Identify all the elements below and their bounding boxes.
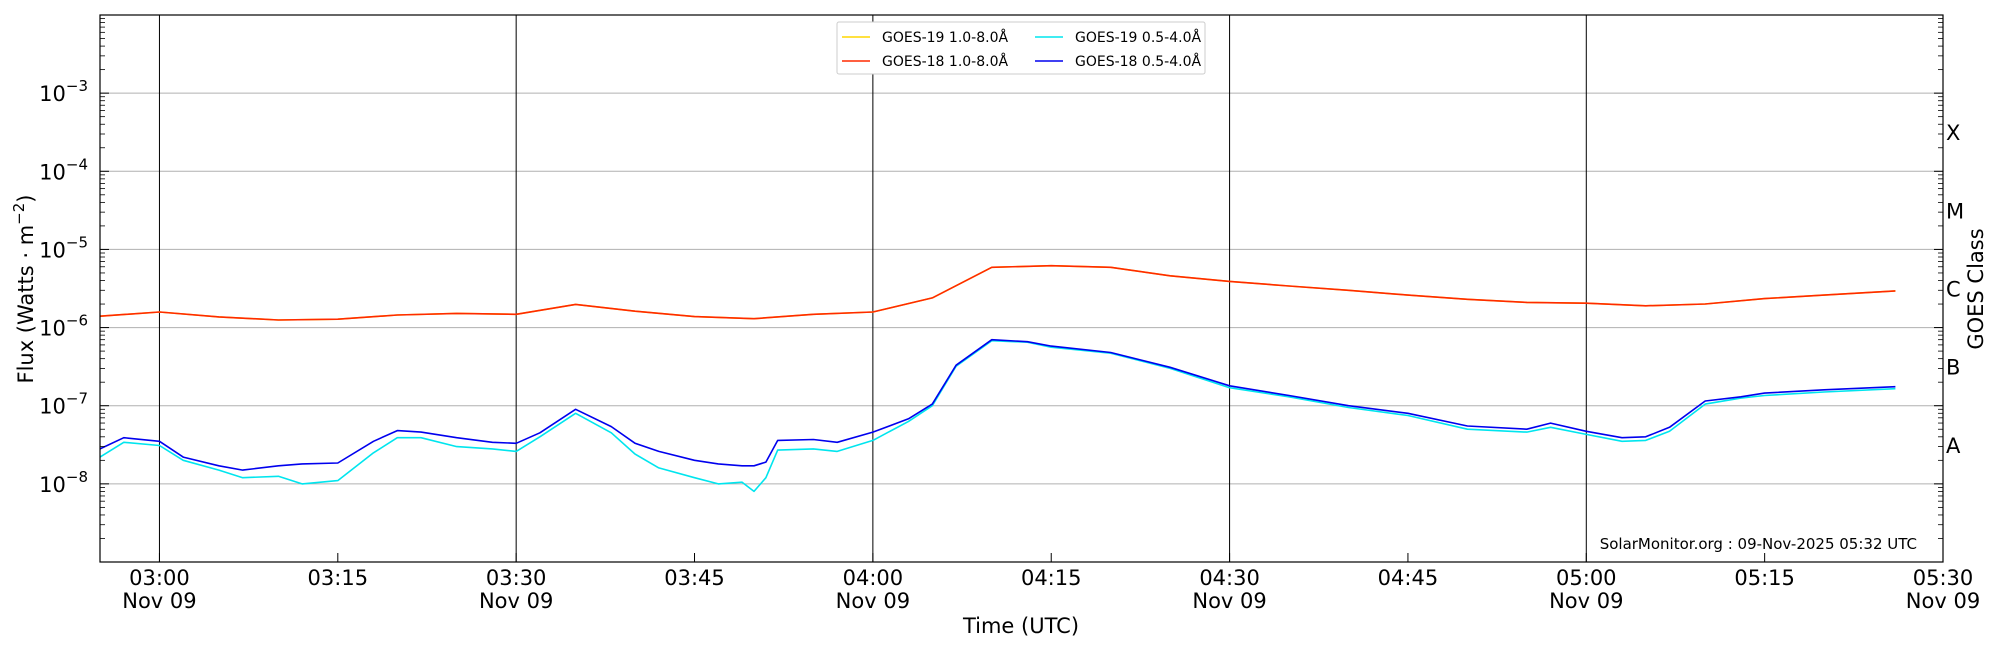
goes-class-B: B	[1946, 356, 1960, 380]
x-tick-date-8: Nov 09	[1549, 589, 1623, 613]
x-axis-title: Time (UTC)	[962, 614, 1079, 638]
y-tick-label-1: 10−7	[39, 390, 88, 419]
x-tick-time-3: 03:45	[664, 566, 725, 590]
goes-class-labels: A B C M X	[1946, 121, 1964, 458]
grid-lines	[100, 92, 1943, 485]
x-tick-date-6: Nov 09	[1192, 589, 1266, 613]
plot-frame	[99, 14, 1944, 563]
y2-axis-title: GOES Class	[1964, 228, 1988, 349]
goes-class-X: X	[1946, 121, 1960, 145]
goes-class-A: A	[1946, 434, 1961, 458]
x-tick-time-7: 04:45	[1378, 566, 1439, 590]
y-axis-ticks: 10−8 10−7 10−6 10−5 10−4 10−3	[39, 18, 1943, 539]
x-tick-time-8: 05:00	[1556, 566, 1617, 590]
legend-label-2: GOES-19 0.5-4.0Å	[1075, 29, 1201, 46]
y-axis-title: Flux (Watts · m−2)	[10, 194, 38, 383]
x-tick-time-6: 04:30	[1199, 566, 1260, 590]
series-line-3	[99, 338, 1896, 471]
x-tick-time-0: 03:00	[129, 566, 190, 590]
legend: GOES-19 1.0-8.0Å GOES-18 1.0-8.0Å GOES-19 …	[836, 21, 1206, 75]
series-line-2	[99, 339, 1896, 493]
y-tick-label-2: 10−6	[39, 312, 88, 341]
y-tick-label-0: 10−8	[39, 468, 88, 497]
series-line-1	[99, 264, 1896, 321]
goes-class-M: M	[1946, 199, 1964, 223]
x-tick-time-9: 05:15	[1734, 566, 1795, 590]
x-tick-date-10: Nov 09	[1906, 589, 1980, 613]
x-tick-date-4: Nov 09	[836, 589, 910, 613]
x-tick-time-2: 03:30	[486, 566, 547, 590]
legend-box	[836, 21, 1206, 75]
x-tick-time-1: 03:15	[308, 566, 369, 590]
legend-label-0: GOES-19 1.0-8.0Å	[882, 29, 1008, 46]
x-tick-time-5: 04:15	[1021, 566, 1082, 590]
y-tick-label-5: 10−3	[39, 77, 88, 106]
x-tick-date-0: Nov 09	[122, 589, 196, 613]
goes-class-C: C	[1946, 278, 1961, 302]
x-tick-date-2: Nov 09	[479, 589, 553, 613]
series-line-0	[99, 264, 1896, 321]
legend-label-3: GOES-18 0.5-4.0Å	[1075, 53, 1201, 70]
x-tick-time-4: 04:00	[843, 566, 904, 590]
x-tick-time-10: 05:30	[1913, 566, 1974, 590]
hour-marker-lines	[158, 15, 1944, 562]
legend-label-1: GOES-18 1.0-8.0Å	[882, 53, 1008, 70]
credit-text: SolarMonitor.org : 09-Nov-2025 05:32 UTC	[1600, 535, 1917, 553]
data-series	[99, 264, 1896, 493]
y-tick-label-3: 10−5	[39, 233, 88, 262]
y-tick-label-4: 10−4	[39, 155, 88, 184]
